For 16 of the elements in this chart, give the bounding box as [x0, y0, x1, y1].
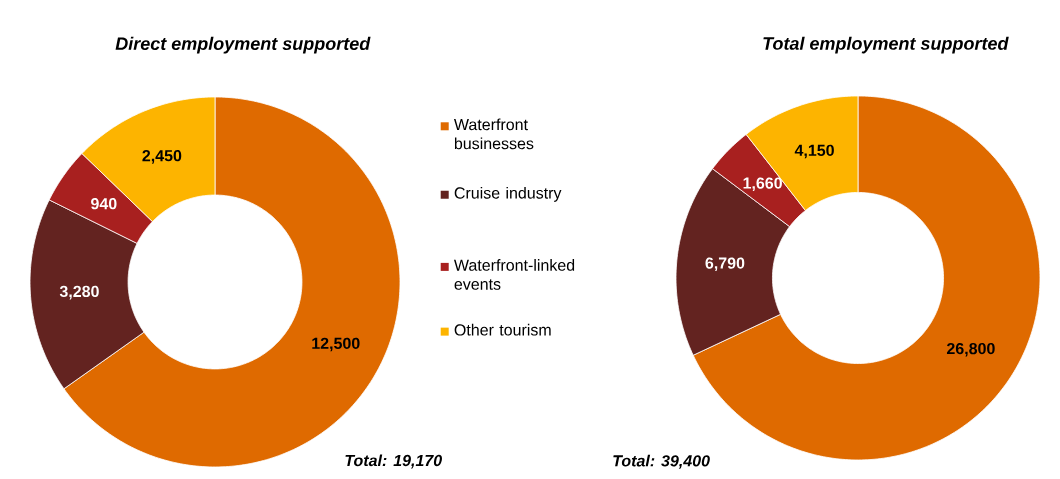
legend-label: Other tourism	[454, 323, 551, 336]
text: Total: 19,170	[345, 454, 442, 469]
chart-title: Direct employment supported	[115, 36, 371, 54]
data-label: 940	[91, 198, 117, 210]
data-label: 12,500	[312, 337, 360, 352]
legend-label: Waterfront-linked events	[453, 259, 575, 290]
data-label: 6,790	[705, 257, 745, 272]
data-label: 3,280	[59, 285, 99, 300]
data-label: 4,150	[794, 144, 834, 159]
data-label: 1,660	[743, 177, 782, 192]
chart-title: Total employment supported	[763, 36, 1009, 54]
legend-label: Waterfront businesses	[453, 118, 534, 150]
data-label: 2,450	[142, 150, 182, 164]
text: Total: 39,400	[613, 454, 710, 469]
legend-label: Cruise industry	[454, 186, 562, 202]
data-label: 26,800	[946, 342, 995, 357]
